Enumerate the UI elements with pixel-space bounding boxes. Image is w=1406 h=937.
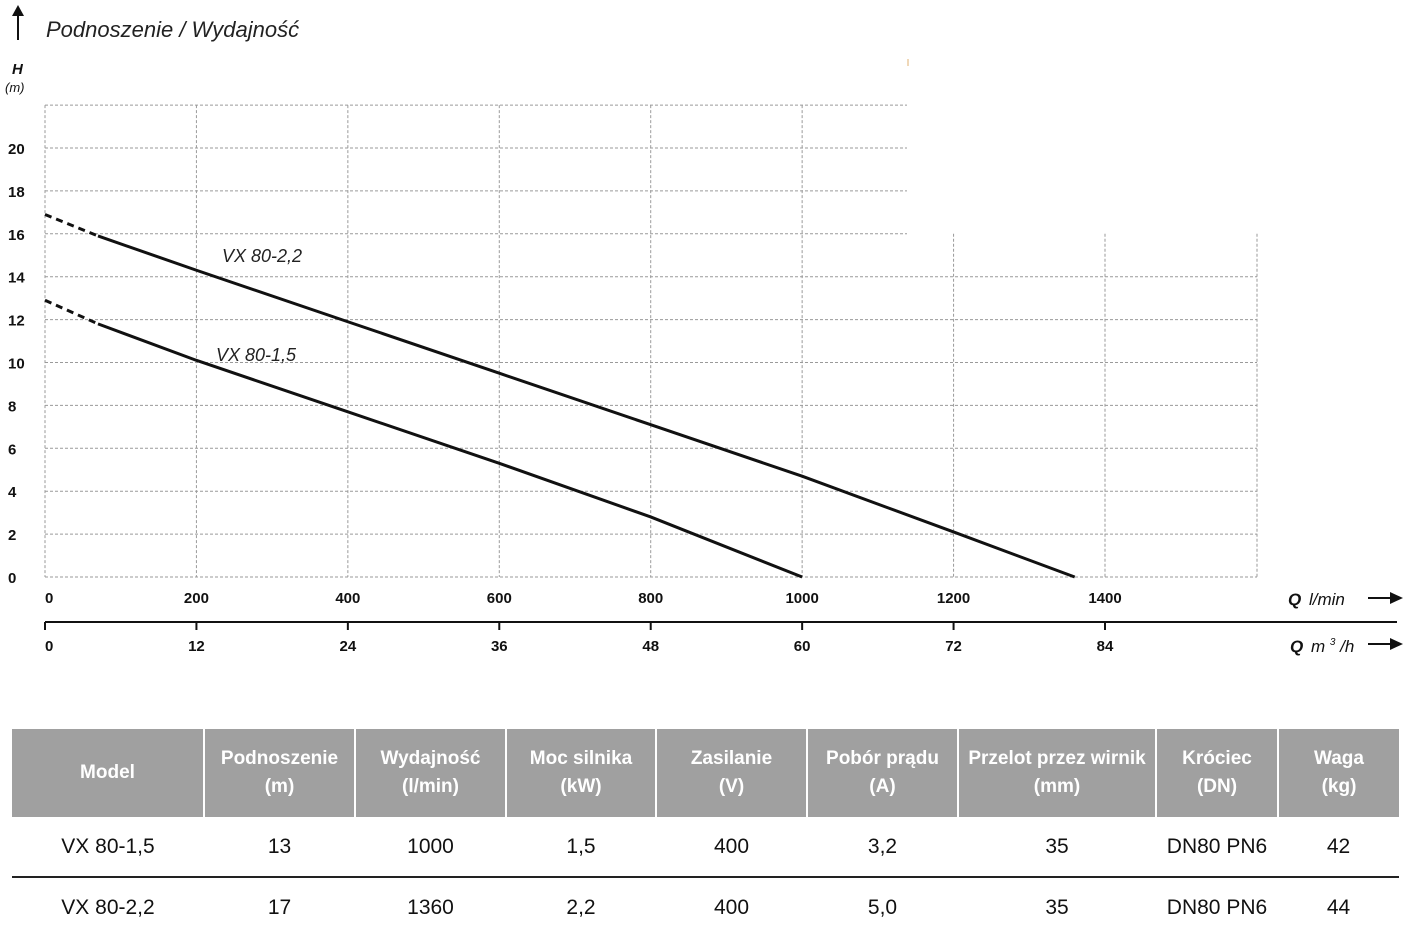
table-header-text: (m) [264,776,295,797]
x-primary-arrow-head [1390,592,1403,604]
y-tick-label: 2 [8,527,16,544]
table-cell: 400 [656,817,807,878]
table-header-cell: Podnoszenie (m) [203,729,355,817]
x-secondary-tick-label: 12 [188,638,205,655]
table-header-cell: Króciec (DN) [1155,729,1278,817]
x-primary-label: Q l/min [1288,590,1345,609]
table-cell: 1000 [355,817,506,878]
table-header-text: (V) [718,776,745,797]
y-tick-label: 16 [8,227,25,244]
x-primary-tick-label: 400 [335,590,360,607]
table-cell: 35 [1045,895,1069,919]
table-header-text: Wydajność [380,748,481,769]
x-primary-tick-label: 600 [487,590,512,607]
table-cell: 17 [267,895,292,919]
table-cell: 1360 [407,895,454,919]
y-tick-label: 12 [8,313,25,330]
table-header-cell: Model [12,729,204,817]
table-header-text: (l/min) [402,776,459,797]
table-cell: 5,0 [867,895,898,919]
table-header-text: Moc silnika [529,748,633,769]
grid [44,104,1258,578]
y-tick-label: 18 [8,184,25,201]
table-row: VX 80-1,5 13 1000 1,5 400 3,2 35 DN80 PN6 42 [12,817,1399,878]
table-cell: 35 [958,817,1156,878]
series-label: VX 80-1,5 [216,345,297,365]
table-cell: 13 [204,817,355,878]
x-primary-tick-label: 0 [45,590,53,607]
table-header-text: Model [80,762,135,783]
table-header-text: (A) [869,776,896,797]
x-secondary-tick-label: 24 [340,638,357,655]
series-line [97,234,1076,579]
table-header-text: Króciec [1182,748,1252,769]
x-secondary-tick-label: 72 [945,638,962,655]
performance-chart: Podnoszenie / Wydajność H (m) 0246810121… [5,5,1403,656]
x-secondary-tick-label: 48 [642,638,659,655]
table-header-text: (DN) [1196,776,1238,797]
table-header-text: Podnoszenie [220,748,339,769]
x-secondary-tick-label: 84 [1097,638,1114,655]
y-tick-label: 6 [8,441,16,458]
x-primary-tick-label: 200 [184,590,209,607]
table-header-cell: Przelot przez wirnik (mm) [957,729,1156,817]
y-axis-label: H [12,61,24,78]
y-tick-labels: 0 2 4 6 8 10 12 14 16 18 20 [8,141,25,587]
x-primary-tick-label: 800 [638,590,663,607]
x-secondary-arrow-head [1390,638,1403,650]
table-header-cell: Wydajność (l/min) [354,729,506,817]
x-primary-tick-label: 1000 [785,590,818,607]
table-cell: 44 [1326,895,1351,919]
x-axes: 0 200 400 600 800 1000 1200 1400 0 12 24 36 48 60 72 84 [44,590,1397,655]
table-header-row: Model Podnoszenie (m) Wydajność (l/min) Moc s… [12,729,1399,817]
table-cell: VX 80-2,2 [61,895,155,919]
table-row: VX 80-2,2 17 1360 2,2 400 5,0 35 DN80 PN6 44 [12,877,1399,937]
table-cell: 42 [1278,817,1399,878]
table-cell: VX 80-1,5 [12,817,204,878]
table-cell: 3,2 [807,817,958,878]
x-secondary-tick-label: 36 [491,638,508,655]
y-tick-label: 4 [8,484,17,501]
table-header-text: Pobór prądu [826,748,939,769]
table-header-text: (kg) [1321,776,1357,797]
x-secondary-tick-label: 60 [794,638,811,655]
table-cell: 400 [713,895,750,919]
y-axis-arrow-head [12,5,24,16]
series-dashed-segment [44,213,99,238]
table-header-text: Przelot przez wirnik [968,748,1146,769]
x-primary-tick-label: 1400 [1088,590,1121,607]
y-tick-label: 8 [8,398,16,415]
series-dashed-segment [44,298,99,326]
table-header-text: Zasilanie [690,748,773,769]
table-header-text: (mm) [1033,776,1081,797]
table-cell: DN80 PN6 [1166,895,1268,919]
table-cell: DN80 PN6 [1156,817,1278,878]
series: VX 80-2,2 VX 80-1,5 [44,213,1076,579]
table-header-cell: Moc silnika (kW) [505,729,656,817]
table-body: VX 80-1,5 13 1000 1,5 400 3,2 35 DN80 PN6 42 VX 8… [12,817,1399,937]
table-header-cell: Waga (kg) [1277,729,1399,817]
y-tick-label: 14 [8,270,25,287]
table-cell: 1,5 [506,817,656,878]
x-secondary-label: Q m 3 /h [1290,630,1354,656]
table-header-cell: Pobór prądu (A) [806,729,958,817]
chart-title: Podnoszenie / Wydajność [46,17,299,42]
y-axis-unit: (m) [5,80,25,95]
table-header-cell: Zasilanie (V) [655,729,807,817]
x-secondary-tick-label: 0 [45,638,53,655]
table-header-text: (kW) [560,776,602,797]
x-primary-tick-label: 1200 [937,590,970,607]
spec-table: Model Podnoszenie (m) Wydajność (l/min) Moc s… [12,729,1399,937]
table-header-text: Waga [1314,748,1364,769]
y-tick-label: 10 [8,356,25,373]
y-tick-label: 20 [8,141,25,158]
table-cell: 2,2 [566,895,596,919]
y-tick-label: 0 [8,570,16,587]
series-line [97,322,803,579]
series-label: VX 80-2,2 [222,246,302,266]
